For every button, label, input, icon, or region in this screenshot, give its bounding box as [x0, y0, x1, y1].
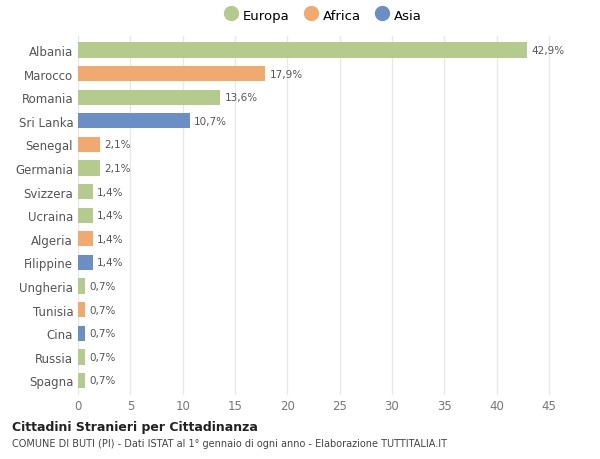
Text: 17,9%: 17,9% [269, 69, 302, 79]
Bar [78, 373, 85, 388]
Bar [78, 279, 85, 294]
Bar [78, 114, 190, 129]
Bar [78, 326, 85, 341]
Text: 13,6%: 13,6% [224, 93, 257, 103]
Text: 0,7%: 0,7% [89, 375, 116, 386]
Text: 2,1%: 2,1% [104, 140, 131, 150]
Text: 42,9%: 42,9% [531, 46, 565, 56]
Bar [78, 90, 220, 106]
Bar [78, 349, 85, 365]
Bar [78, 43, 527, 58]
Text: 0,7%: 0,7% [89, 281, 116, 291]
Text: 0,7%: 0,7% [89, 305, 116, 315]
Text: 1,4%: 1,4% [97, 211, 124, 221]
Bar [78, 302, 85, 318]
Bar [78, 161, 100, 176]
Text: 1,4%: 1,4% [97, 234, 124, 244]
Text: 1,4%: 1,4% [97, 258, 124, 268]
Text: Cittadini Stranieri per Cittadinanza: Cittadini Stranieri per Cittadinanza [12, 420, 258, 433]
Text: 0,7%: 0,7% [89, 352, 116, 362]
Text: 1,4%: 1,4% [97, 187, 124, 197]
Bar [78, 137, 100, 153]
Text: 0,7%: 0,7% [89, 329, 116, 338]
Text: 2,1%: 2,1% [104, 163, 131, 174]
Legend: Europa, Africa, Asia: Europa, Africa, Asia [222, 5, 426, 27]
Bar [78, 208, 92, 224]
Bar [78, 232, 92, 247]
Bar [78, 255, 92, 270]
Text: 10,7%: 10,7% [194, 117, 227, 127]
Text: COMUNE DI BUTI (PI) - Dati ISTAT al 1° gennaio di ogni anno - Elaborazione TUTTI: COMUNE DI BUTI (PI) - Dati ISTAT al 1° g… [12, 438, 447, 448]
Bar [78, 185, 92, 200]
Bar [78, 67, 265, 82]
